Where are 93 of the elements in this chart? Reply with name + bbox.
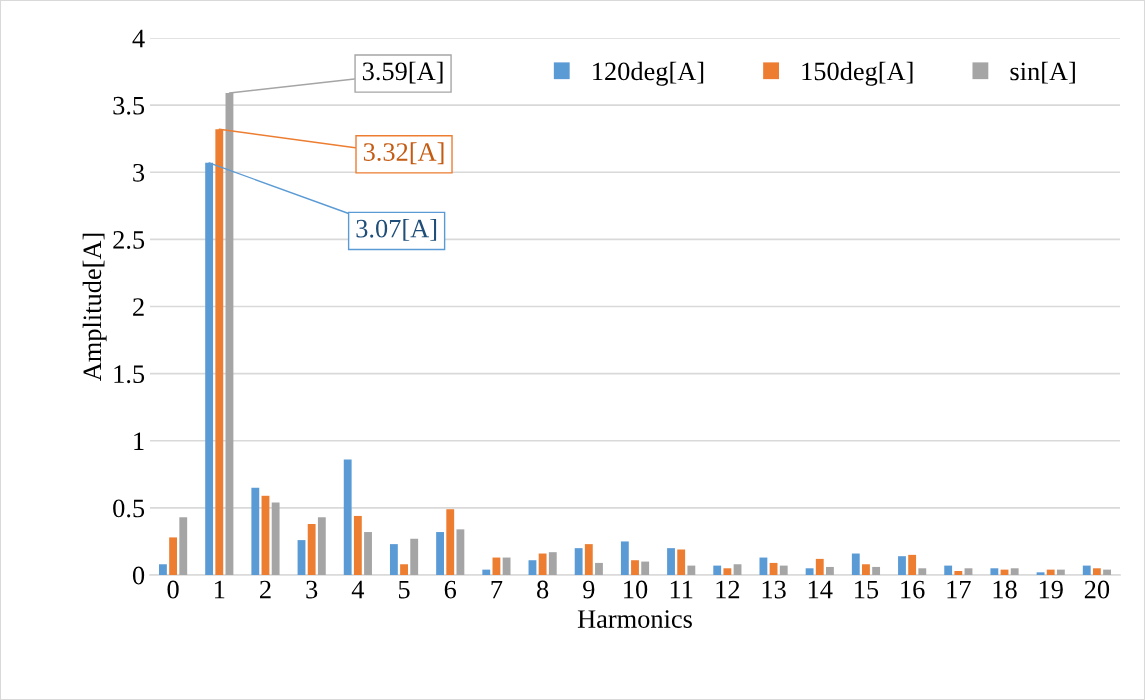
bar (1082, 565, 1091, 575)
bar (251, 487, 260, 575)
bar (400, 564, 408, 575)
data-label: 3.32[A] (363, 142, 444, 165)
x-tick-label: 20 (1084, 580, 1110, 599)
bar (343, 459, 352, 575)
y-tick-label: 3 (133, 163, 145, 182)
bar (456, 529, 465, 575)
bar (631, 560, 639, 575)
bar (446, 509, 455, 575)
bar (528, 560, 537, 575)
x-tick-label: 12 (716, 580, 740, 599)
bar (1092, 568, 1101, 575)
bar (723, 568, 732, 575)
legend-label: 120deg[A] (593, 61, 704, 86)
bar (779, 565, 788, 575)
y-tick-label: 1.5 (114, 365, 145, 384)
x-tick-label: 13 (762, 580, 786, 599)
x-axis-title: Harmonics (577, 610, 692, 628)
x-tick-label: 18 (993, 580, 1017, 599)
bar (620, 541, 629, 575)
bar (944, 565, 953, 575)
bar (317, 517, 326, 575)
bar (733, 564, 742, 575)
x-tick-label: 11 (670, 580, 693, 599)
x-tick-label: 5 (398, 580, 410, 599)
bar (954, 570, 963, 575)
y-tick-label: 2 (133, 298, 144, 316)
bar (548, 552, 557, 575)
x-tick-label: 19 (1039, 580, 1063, 599)
bar (1046, 569, 1055, 575)
y-tick-label: 4 (132, 29, 145, 48)
bar (964, 568, 973, 575)
y-axis-title: Amplitude[A] (82, 233, 107, 381)
bar (918, 568, 927, 575)
bar (307, 523, 316, 575)
x-tick-label: 10 (624, 580, 648, 599)
x-tick-label: 3 (306, 580, 318, 599)
y-tick-label: 0 (132, 566, 145, 585)
bar (502, 557, 511, 575)
bar (713, 565, 722, 575)
bar (271, 502, 280, 575)
bar (805, 568, 814, 575)
data-label: 3.59[A] (362, 61, 443, 84)
bar (595, 562, 603, 575)
x-tick-label: 4 (351, 580, 365, 599)
bar (482, 569, 491, 575)
bar (410, 538, 419, 575)
x-tick-label: 1 (215, 580, 225, 599)
x-tick-label: 15 (855, 580, 879, 599)
bar (851, 553, 860, 575)
bar (1103, 569, 1111, 575)
y-tick-label: 1 (134, 432, 144, 450)
y-tick-label: 3.5 (113, 96, 145, 115)
bar (1056, 569, 1065, 575)
bar (872, 566, 881, 575)
x-tick-label: 7 (491, 580, 503, 599)
bar (759, 557, 768, 575)
bar (826, 566, 834, 575)
bar (862, 564, 870, 575)
x-tick-label: 8 (537, 580, 549, 599)
bar (1010, 568, 1019, 575)
x-tick-label: 0 (167, 580, 179, 599)
x-tick-label: 2 (260, 580, 271, 599)
bar (353, 515, 362, 575)
y-tick-label: 2.5 (113, 231, 145, 249)
bar (908, 554, 917, 575)
bar (364, 532, 372, 575)
x-tick-label: 9 (583, 580, 595, 599)
bar (667, 548, 675, 575)
bar (677, 549, 686, 575)
bar (687, 565, 696, 575)
bar (584, 544, 593, 575)
x-tick-label: 6 (444, 580, 457, 599)
bar (436, 532, 444, 575)
bar (990, 568, 999, 575)
bar (641, 561, 650, 575)
x-tick-label: 16 (901, 580, 925, 599)
x-tick-label: 14 (808, 580, 833, 599)
bar (815, 558, 824, 575)
bar (574, 548, 583, 575)
bar (179, 517, 188, 575)
x-tick-label: 17 (947, 580, 971, 599)
legend-label: 150deg[A] (802, 61, 913, 86)
bar (169, 537, 178, 575)
legend-label: sin[A] (1010, 61, 1075, 84)
bar (159, 564, 167, 575)
bar (538, 553, 547, 575)
bar (898, 556, 906, 575)
bar (389, 544, 398, 575)
y-tick-label: 0.5 (113, 499, 145, 518)
bar (1036, 572, 1045, 575)
data-label: 3.07[A] (356, 218, 437, 241)
